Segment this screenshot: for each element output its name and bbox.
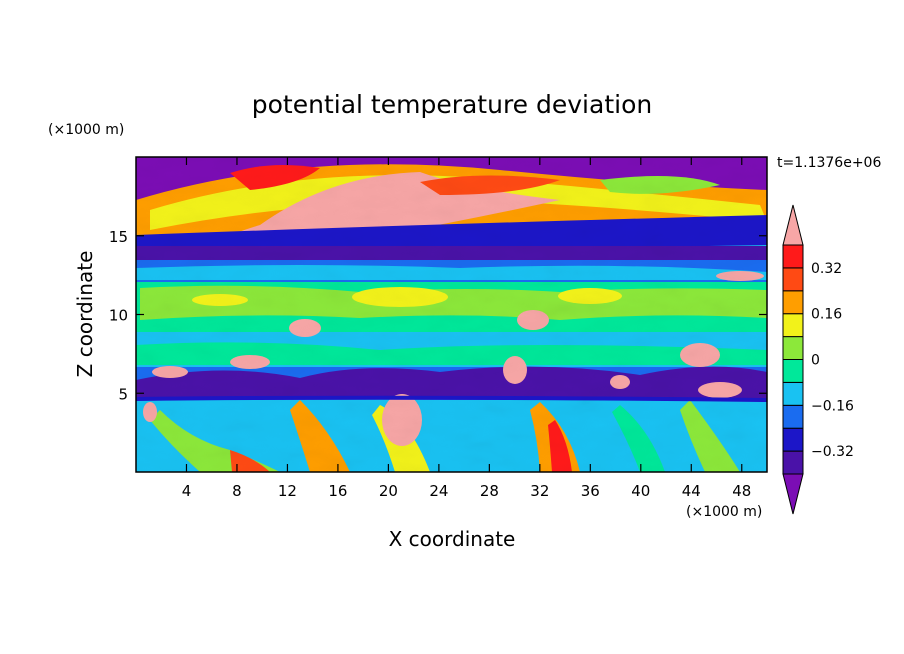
time-label: t=1.1376e+06: [777, 155, 881, 171]
colorbar-segment: [782, 381, 804, 406]
x-axis: 4 8 12 16 20 24 28 32 36 40 44 48: [182, 157, 751, 500]
x-tick-label: 24: [429, 482, 448, 500]
x-tick-label: 12: [278, 482, 297, 500]
colorbar-segment: [782, 290, 804, 315]
contour-field: [136, 157, 767, 472]
x-tick-label: 28: [480, 482, 499, 500]
colorbar-segment: [782, 450, 804, 475]
x-tick-label: 32: [530, 482, 549, 500]
x-tick-label: 20: [379, 482, 398, 500]
colorbar-upper-extension: [782, 204, 804, 246]
y-tick-label: 15: [109, 228, 128, 246]
colorbar-segment: [782, 313, 804, 338]
y-tick-label: 10: [109, 307, 128, 325]
colorbar-segment: [782, 404, 804, 429]
y-unit-label: (×1000 m): [48, 122, 124, 138]
colorbar-tick-label: 0: [811, 353, 820, 369]
y-axis: 5 10 15: [109, 228, 767, 403]
x-tick-label: 4: [182, 482, 192, 500]
x-tick-label: 44: [682, 482, 701, 500]
x-tick-label: 16: [328, 482, 347, 500]
colorbar-segment: [782, 336, 804, 361]
y-axis-title: Z coordinate: [73, 251, 97, 378]
colorbar-tick-label: −0.32: [811, 444, 854, 460]
colorbar-tick-label: −0.16: [811, 398, 854, 414]
x-unit-label: (×1000 m): [686, 504, 762, 520]
x-tick-label: 48: [732, 482, 751, 500]
colorbar-tick-label: 0.32: [811, 261, 842, 277]
colorbar-segment: [782, 244, 804, 269]
x-tick-label: 40: [631, 482, 650, 500]
colorbar: 0.32 0.16 0 −0.16 −0.32: [782, 204, 854, 515]
colorbar-segment: [782, 359, 804, 383]
chart-title: potential temperature deviation: [252, 90, 652, 119]
colorbar-segment: [782, 267, 804, 292]
x-tick-label: 8: [232, 482, 242, 500]
x-tick-label: 36: [581, 482, 600, 500]
y-tick-label: 5: [118, 385, 128, 403]
x-axis-title: X coordinate: [389, 527, 516, 551]
colorbar-segment: [782, 427, 804, 452]
colorbar-tick-label: 0.16: [811, 307, 842, 323]
colorbar-lower-extension: [782, 473, 804, 515]
